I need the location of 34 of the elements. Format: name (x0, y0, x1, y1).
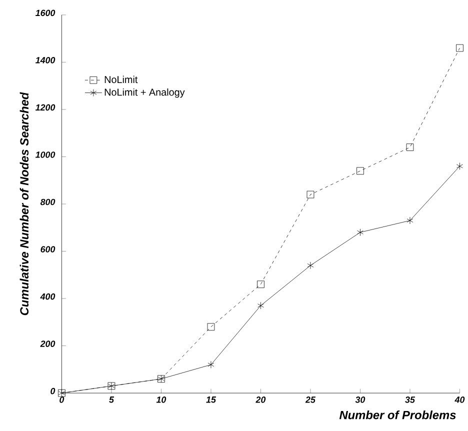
x-tick-label: 10 (156, 396, 166, 403)
y-tick-label: 1000 (36, 152, 56, 158)
y-tick-label: 1400 (36, 57, 56, 64)
point (258, 302, 264, 310)
y-tick-label: 1200 (36, 104, 56, 111)
point (357, 228, 364, 236)
point (207, 323, 215, 331)
point (406, 216, 414, 224)
y-tick-label: 200 (40, 340, 56, 348)
y-tick-label: 400 (40, 293, 56, 300)
point (307, 262, 314, 270)
x-tick-label: 40 (454, 396, 465, 403)
x-axis-title: Number of Problems (339, 410, 456, 420)
point (306, 190, 314, 198)
x-tick-label: 30 (355, 396, 366, 403)
point (456, 44, 464, 52)
x-tick-label: 5 (109, 396, 114, 403)
y-tick-label: 0 (50, 388, 56, 394)
y-axis-title: Cumulative Number of Nodes Searched (20, 92, 29, 316)
x-tick-label: 15 (206, 396, 216, 403)
y-tick-label: 600 (40, 246, 56, 252)
legend-label: NoLimit + Analogy (104, 88, 185, 98)
point (356, 167, 364, 175)
point (257, 280, 264, 288)
y-tick-label: 800 (40, 198, 56, 206)
legend-label: NoLimit (104, 76, 138, 84)
point (456, 162, 463, 170)
y-tick-label: 1600 (36, 10, 56, 16)
point (208, 361, 214, 368)
x-tick-label: 20 (256, 396, 266, 403)
point (406, 144, 414, 152)
x-tick-label: 0 (60, 396, 64, 403)
x-tick-label: 25 (305, 396, 316, 403)
x-tick-label: 35 (405, 396, 416, 403)
